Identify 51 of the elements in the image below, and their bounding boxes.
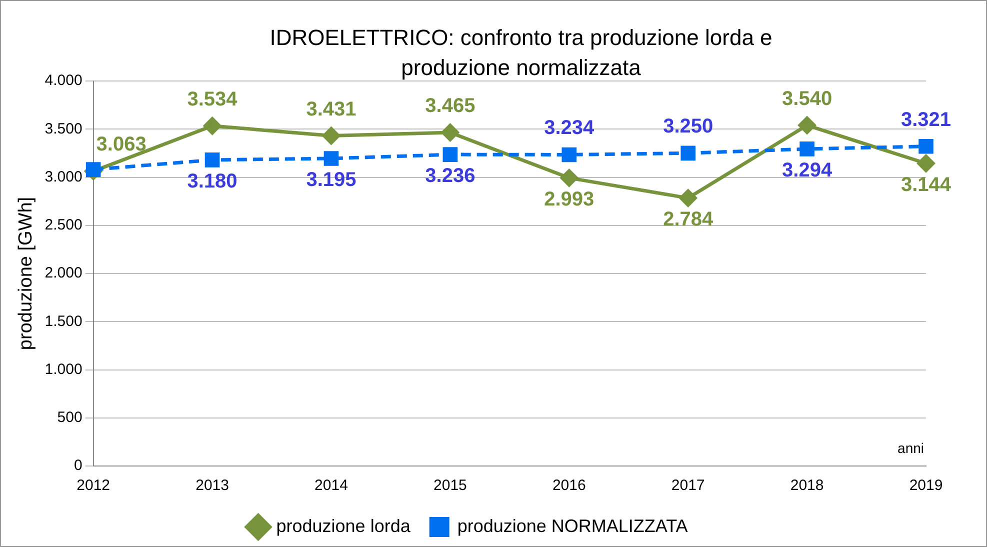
y-tick-label: 3.000 [44,168,82,186]
legend-label: produzione lorda [276,516,412,536]
point [679,189,697,207]
data-label: 3.144 [900,174,952,196]
point [442,147,458,162]
data-label: 3.236 [425,165,476,188]
y-tick-label: 1.000 [44,360,82,378]
data-label: 3.431 [306,98,356,120]
x-tick-label: 2017 [671,477,705,494]
point [204,117,222,135]
data-label: 3.234 [544,117,596,140]
legend-label: produzione NORMALIZZATA [457,516,688,536]
point [800,142,814,156]
chart-title: IDROELETTRICO: confronto tra produzione lorda e produzione normalizzata [268,24,774,82]
data-label: 3.250 [663,116,714,138]
x-tick-label: 2018 [790,477,824,494]
y-tick-label: 4.000 [44,72,82,90]
data-label: 3.195 [306,168,356,191]
y-tick-label: 2.500 [44,216,82,234]
data-label: 2.993 [544,188,594,210]
y-axis-title: produzione [GWh] [16,196,37,350]
point [680,146,696,161]
point [441,124,459,142]
y-tick-label: 3.500 [44,120,82,138]
x-axis-title: anni [898,440,924,456]
data-label: 3.534 [187,88,238,110]
point [560,169,578,187]
data-label: 3.465 [425,95,476,118]
x-tick-label: 2014 [314,477,348,494]
y-tick-label: 2.000 [44,264,82,282]
x-tick-label: 2013 [196,477,229,494]
point [324,151,339,166]
point [204,152,220,168]
y-tick-label: 1.500 [44,312,82,330]
point [562,147,577,162]
data-label: 3.294 [782,159,833,182]
point [918,138,934,154]
x-tick-label: 2015 [434,477,467,494]
x-tick-label: 2016 [552,477,586,494]
data-label: 3.180 [187,170,238,192]
data-label: 3.321 [900,108,952,131]
y-tick-label: 0 [74,457,82,474]
y-tick-label: 500 [57,409,82,426]
point [917,154,935,172]
x-tick-label: 2019 [909,477,943,494]
data-label: 3.063 [96,134,146,156]
point [798,116,816,134]
data-label: 3.540 [782,88,832,110]
x-tick-label: 2012 [76,477,110,494]
point [322,127,340,145]
data-label: 2.784 [663,208,714,231]
